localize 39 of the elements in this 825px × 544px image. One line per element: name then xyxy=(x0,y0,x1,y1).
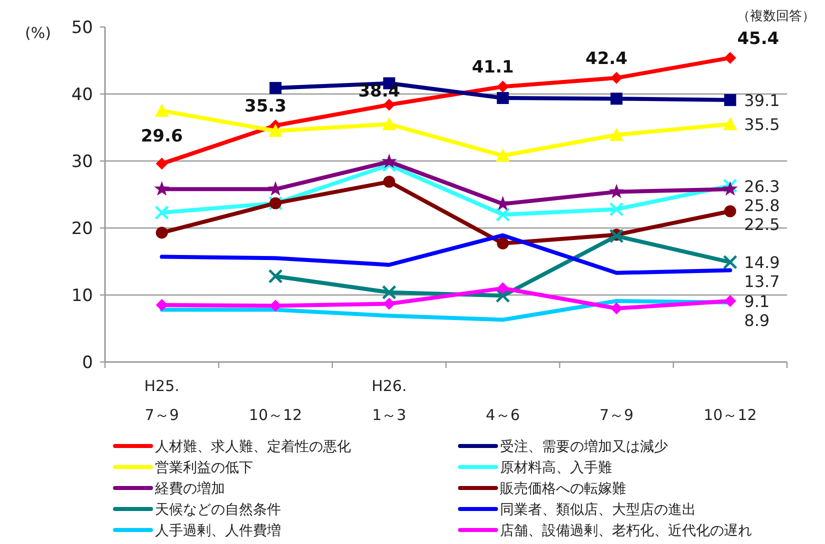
legend-label: 天候などの自然条件 xyxy=(155,502,281,518)
x-tick-label: 10～12 xyxy=(248,406,302,424)
x-tick-label: 10～12 xyxy=(704,406,757,424)
data-label: 14.9 xyxy=(744,253,780,272)
x-tick-label: H26. 1～3 xyxy=(372,377,407,424)
data-label: 8.9 xyxy=(744,311,770,330)
legend-label: 原材料高、入手難 xyxy=(500,460,612,476)
y-tick-label: 0 xyxy=(82,353,93,373)
x-tick-label: H25. 7～9 xyxy=(144,377,180,424)
data-label: 25.8 xyxy=(744,196,780,215)
legend-label: 同業者、類似店、大型店の進出 xyxy=(500,502,696,518)
y-tick-label: 20 xyxy=(71,219,93,239)
data-label: 35.3 xyxy=(244,96,286,116)
legend-label: 人手過剰、人件費増 xyxy=(155,522,281,539)
y-tick-label: 40 xyxy=(71,85,93,105)
data-label: 39.1 xyxy=(744,91,780,110)
data-label: 35.5 xyxy=(744,115,780,134)
legend-label: 営業利益の低下 xyxy=(155,460,253,476)
y-tick-label: 10 xyxy=(71,286,93,306)
legend-label: 人材難、求人難、定着性の悪化 xyxy=(155,439,351,455)
data-label: 22.5 xyxy=(744,214,780,234)
data-label: 26.3 xyxy=(744,176,780,196)
data-label: 9.1 xyxy=(744,292,770,312)
data-label: 45.4 xyxy=(737,28,780,49)
legend-label: 経費の増加 xyxy=(154,480,225,497)
x-tick-label: 7～9 xyxy=(599,406,634,424)
text: （複数回答） xyxy=(737,9,815,24)
x-tick-label: 4～6 xyxy=(486,406,520,424)
legend-label: 受注、需要の増加又は減少 xyxy=(500,438,668,455)
data-label: 38.4 xyxy=(358,82,400,102)
legend-label: 店舗、設備過剰、老朽化、近代化の遅れ xyxy=(500,523,752,539)
y-tick-label: 50 xyxy=(71,18,93,38)
legend-label: 販売価格への転嫁難 xyxy=(500,481,626,497)
data-label: 29.6 xyxy=(140,126,183,147)
y-tick-label: 30 xyxy=(71,152,93,172)
data-label: 42.4 xyxy=(586,48,628,69)
data-label: 13.7 xyxy=(744,272,780,292)
y-axis-title: (%) xyxy=(25,24,51,42)
data-label: 41.1 xyxy=(472,58,514,78)
